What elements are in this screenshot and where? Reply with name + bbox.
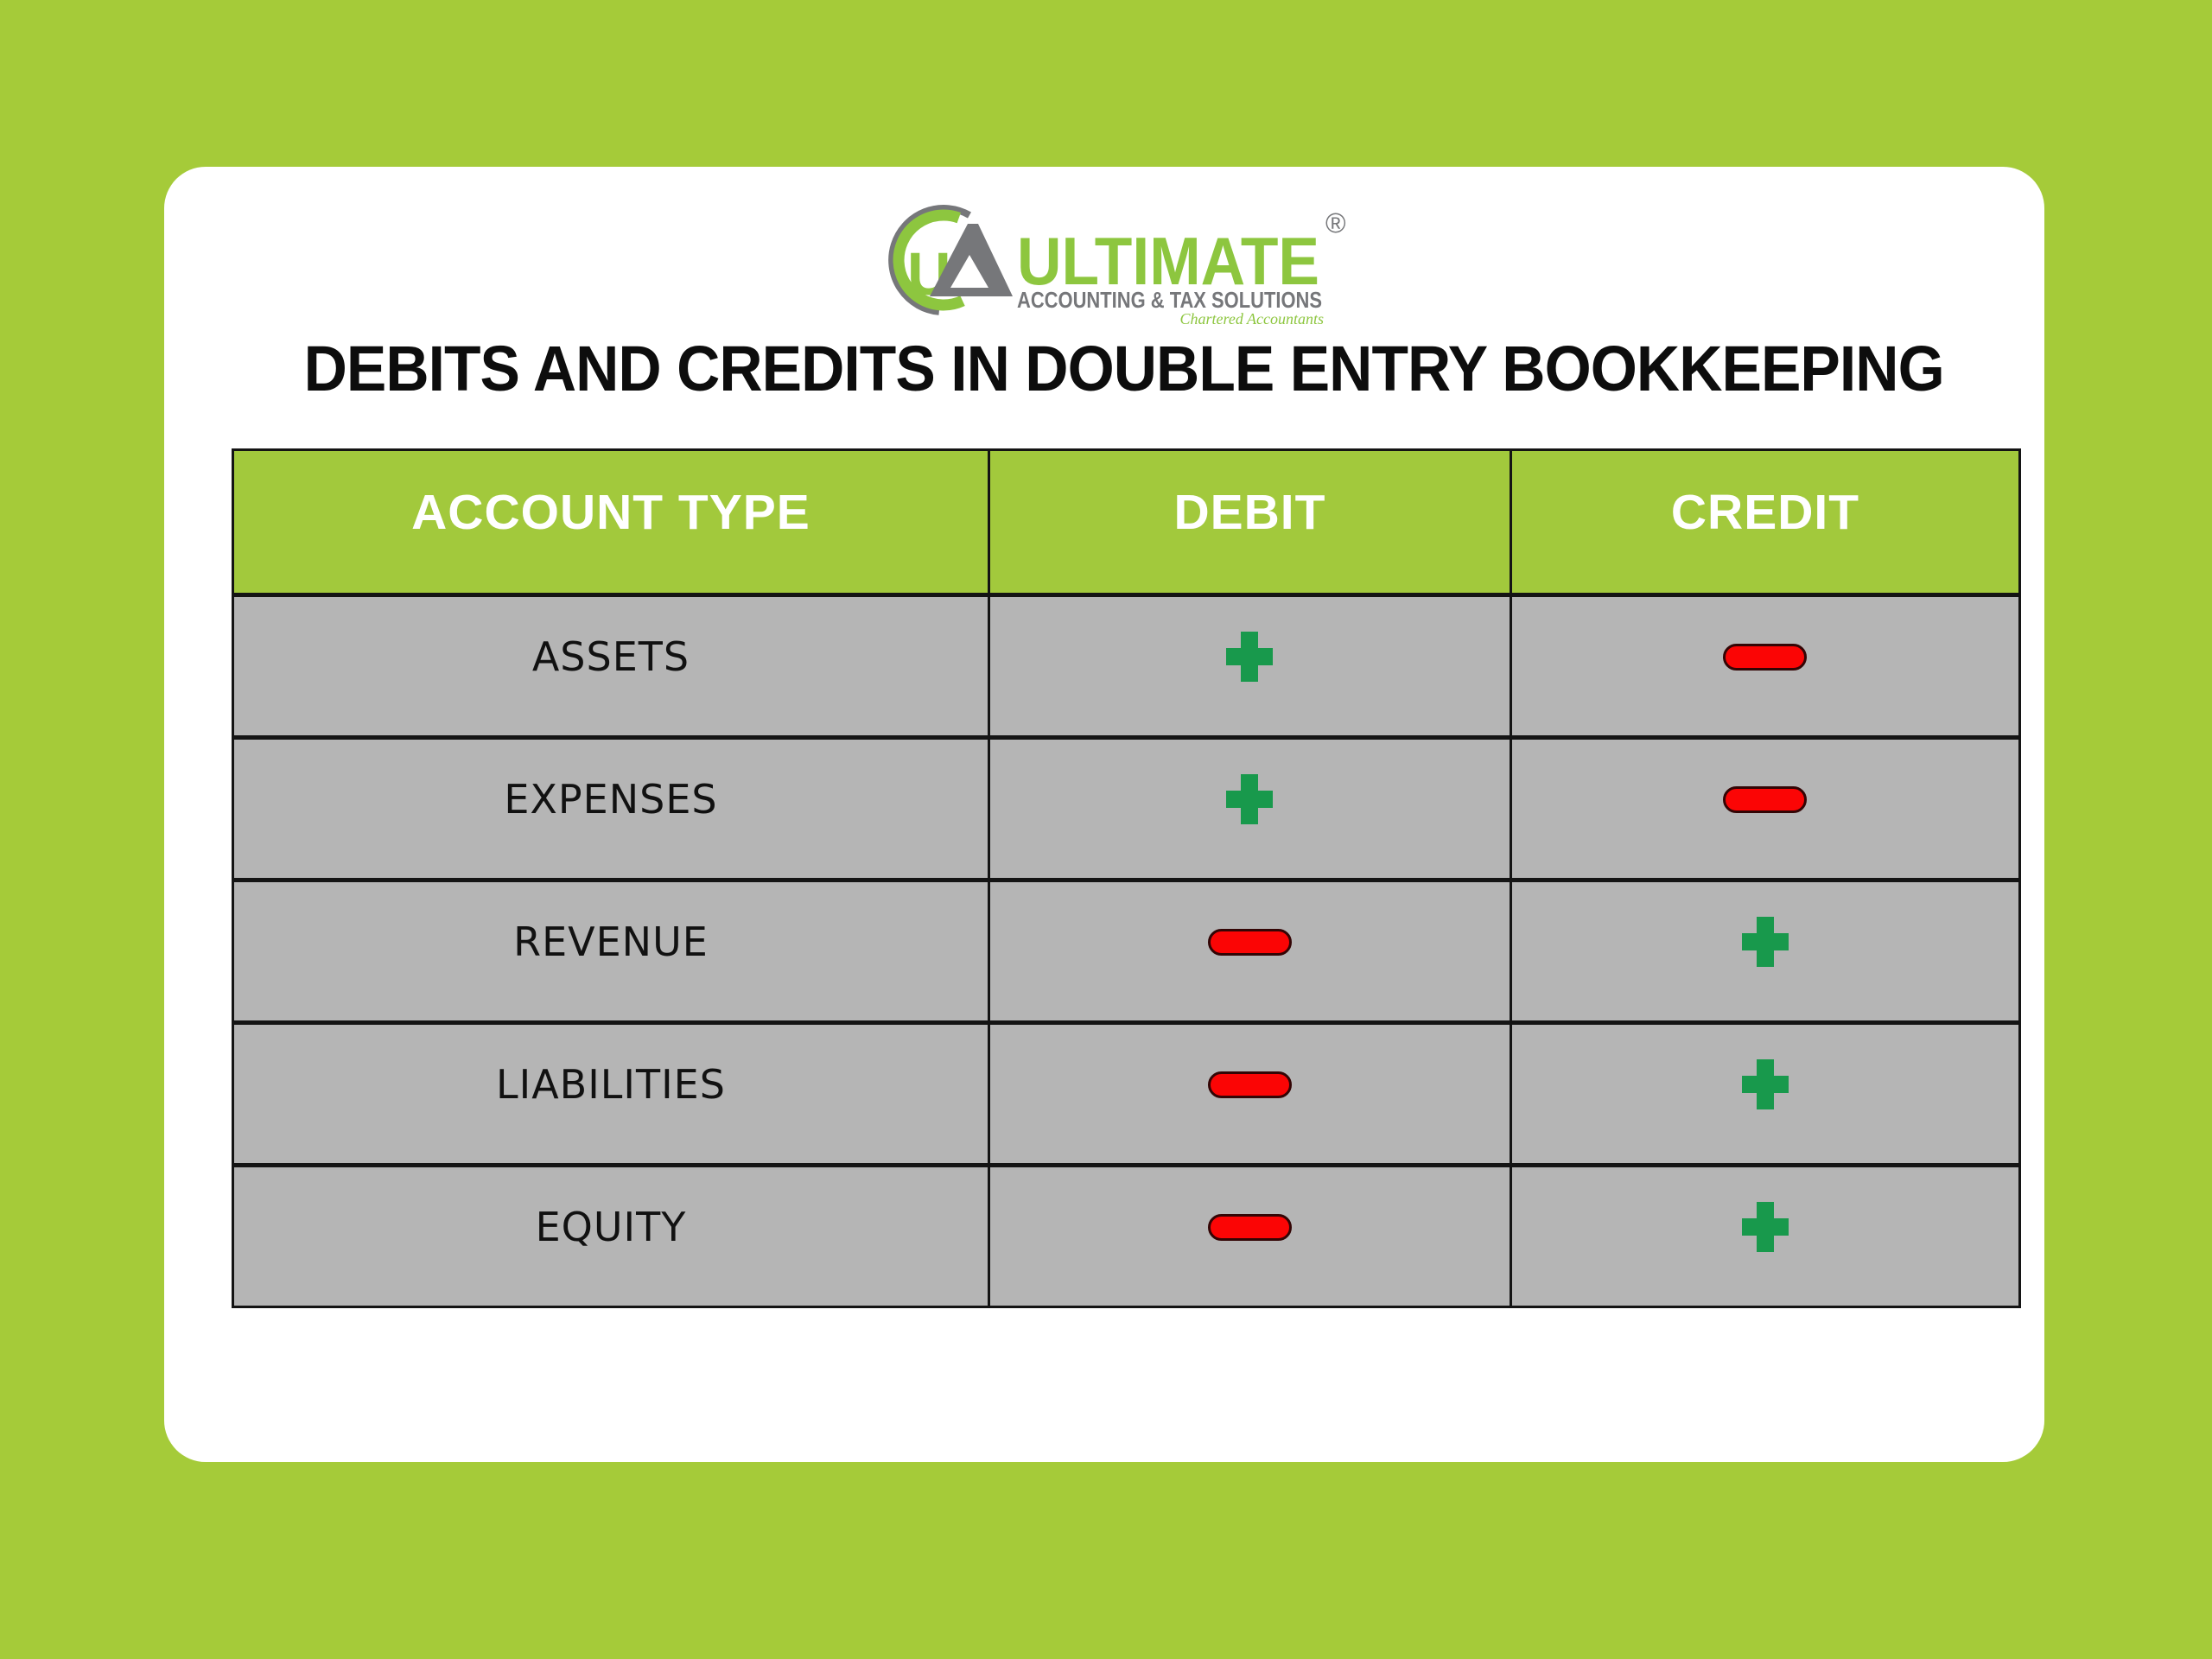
minus-icon — [1207, 928, 1292, 956]
account-type-label: EQUITY — [535, 1204, 687, 1250]
logo-letter-a-counter — [950, 255, 988, 288]
debits-credits-table: ACCOUNT TYPE DEBIT CREDIT ASSETS EXPENSE… — [232, 448, 2021, 1308]
plus-icon — [1741, 1059, 1789, 1109]
debit-cell — [990, 1167, 1512, 1306]
debit-cell — [990, 1025, 1512, 1163]
header-label: ACCOUNT TYPE — [411, 485, 810, 540]
account-type-cell: EQUITY — [234, 1167, 990, 1306]
minus-icon — [1207, 1071, 1292, 1098]
logo-circle-gray-arc — [888, 205, 971, 315]
page-title-text: DEBITS AND CREDITS IN DOUBLE ENTRY BOOKK… — [303, 333, 1944, 404]
account-type-cell: LIABILITIES — [234, 1025, 990, 1163]
credit-cell — [1512, 740, 2018, 878]
logo-tagline: Chartered Accountants — [1180, 310, 1324, 326]
table-header-row: ACCOUNT TYPE DEBIT CREDIT — [234, 451, 2018, 593]
table-row-liabilities: LIABILITIES — [234, 1020, 2018, 1163]
table-row-assets: ASSETS — [234, 593, 2018, 735]
logo-mark: U — [888, 205, 1013, 315]
account-type-label: EXPENSES — [504, 776, 718, 823]
logo-graphic: U ULTIMATE ® ACCOUNTING & TAX SOLUTIONS … — [888, 205, 1346, 326]
credit-cell — [1512, 1167, 2018, 1306]
table-row-revenue: REVENUE — [234, 878, 2018, 1020]
debit-cell — [990, 740, 1512, 878]
minus-icon — [1723, 785, 1808, 813]
table-row-equity: EQUITY — [234, 1163, 2018, 1306]
account-type-label: REVENUE — [513, 918, 709, 965]
credit-cell — [1512, 882, 2018, 1020]
account-type-cell: ASSETS — [234, 597, 990, 735]
header-cell-debit: DEBIT — [990, 451, 1512, 593]
table-row-expenses: EXPENSES — [234, 735, 2018, 878]
account-type-label: ASSETS — [531, 633, 690, 680]
credit-cell — [1512, 597, 2018, 735]
plus-icon — [1741, 917, 1789, 967]
header-cell-credit: CREDIT — [1512, 451, 2018, 593]
credit-cell — [1512, 1025, 2018, 1163]
brand-name: ULTIMATE — [1017, 223, 1319, 299]
registered-trademark-icon: ® — [1325, 207, 1346, 238]
debit-cell — [990, 597, 1512, 735]
debit-cell — [990, 882, 1512, 1020]
minus-icon — [1723, 643, 1808, 671]
plus-icon — [1741, 1202, 1789, 1252]
header-label: DEBIT — [1173, 485, 1326, 540]
plus-icon — [1226, 632, 1274, 682]
header-label: CREDIT — [1670, 485, 1860, 540]
logo-subtitle: ACCOUNTING & TAX SOLUTIONS — [1017, 287, 1322, 313]
content-card: U ULTIMATE ® ACCOUNTING & TAX SOLUTIONS … — [164, 167, 2044, 1462]
header-cell-account-type: ACCOUNT TYPE — [234, 451, 990, 593]
account-type-cell: REVENUE — [234, 882, 990, 1020]
plus-icon — [1226, 774, 1274, 824]
page-title: DEBITS AND CREDITS IN DOUBLE ENTRY BOOKK… — [232, 329, 2016, 409]
logo-circle-green-arc — [893, 209, 965, 311]
account-type-cell: EXPENSES — [234, 740, 990, 878]
company-logo: U ULTIMATE ® ACCOUNTING & TAX SOLUTIONS … — [881, 194, 1348, 326]
account-type-label: LIABILITIES — [496, 1061, 726, 1108]
minus-icon — [1207, 1213, 1292, 1241]
